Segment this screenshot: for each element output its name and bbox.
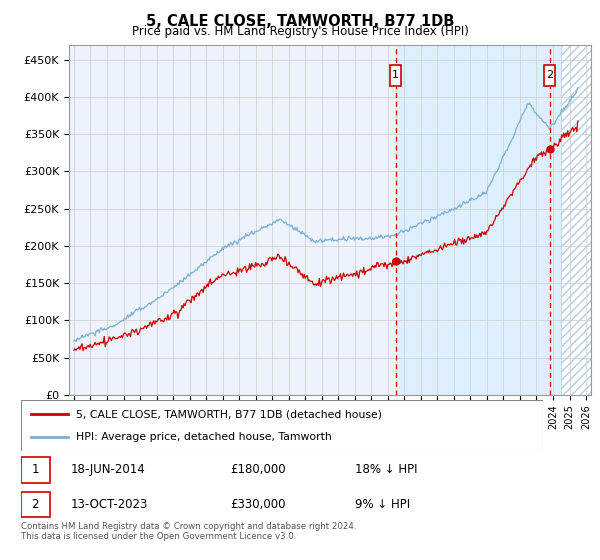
FancyBboxPatch shape	[390, 65, 401, 86]
Text: £330,000: £330,000	[230, 498, 286, 511]
FancyBboxPatch shape	[21, 457, 50, 483]
Text: 18-JUN-2014: 18-JUN-2014	[71, 464, 145, 477]
Text: Contains HM Land Registry data © Crown copyright and database right 2024.
This d: Contains HM Land Registry data © Crown c…	[21, 522, 356, 542]
Text: £180,000: £180,000	[230, 464, 286, 477]
Text: 13-OCT-2023: 13-OCT-2023	[71, 498, 148, 511]
FancyBboxPatch shape	[21, 492, 50, 517]
Polygon shape	[561, 45, 591, 395]
FancyBboxPatch shape	[21, 400, 543, 451]
Text: 2: 2	[32, 498, 39, 511]
Text: 18% ↓ HPI: 18% ↓ HPI	[355, 464, 418, 477]
Text: 1: 1	[392, 71, 399, 80]
Text: 5, CALE CLOSE, TAMWORTH, B77 1DB (detached house): 5, CALE CLOSE, TAMWORTH, B77 1DB (detach…	[76, 409, 382, 419]
Text: 2: 2	[546, 71, 553, 80]
FancyBboxPatch shape	[544, 65, 556, 86]
Bar	[395, 45, 561, 395]
Text: HPI: Average price, detached house, Tamworth: HPI: Average price, detached house, Tamw…	[76, 432, 332, 442]
Text: 1: 1	[32, 464, 39, 477]
Text: Price paid vs. HM Land Registry's House Price Index (HPI): Price paid vs. HM Land Registry's House …	[131, 25, 469, 38]
Text: 5, CALE CLOSE, TAMWORTH, B77 1DB: 5, CALE CLOSE, TAMWORTH, B77 1DB	[146, 14, 454, 29]
Text: 9% ↓ HPI: 9% ↓ HPI	[355, 498, 410, 511]
